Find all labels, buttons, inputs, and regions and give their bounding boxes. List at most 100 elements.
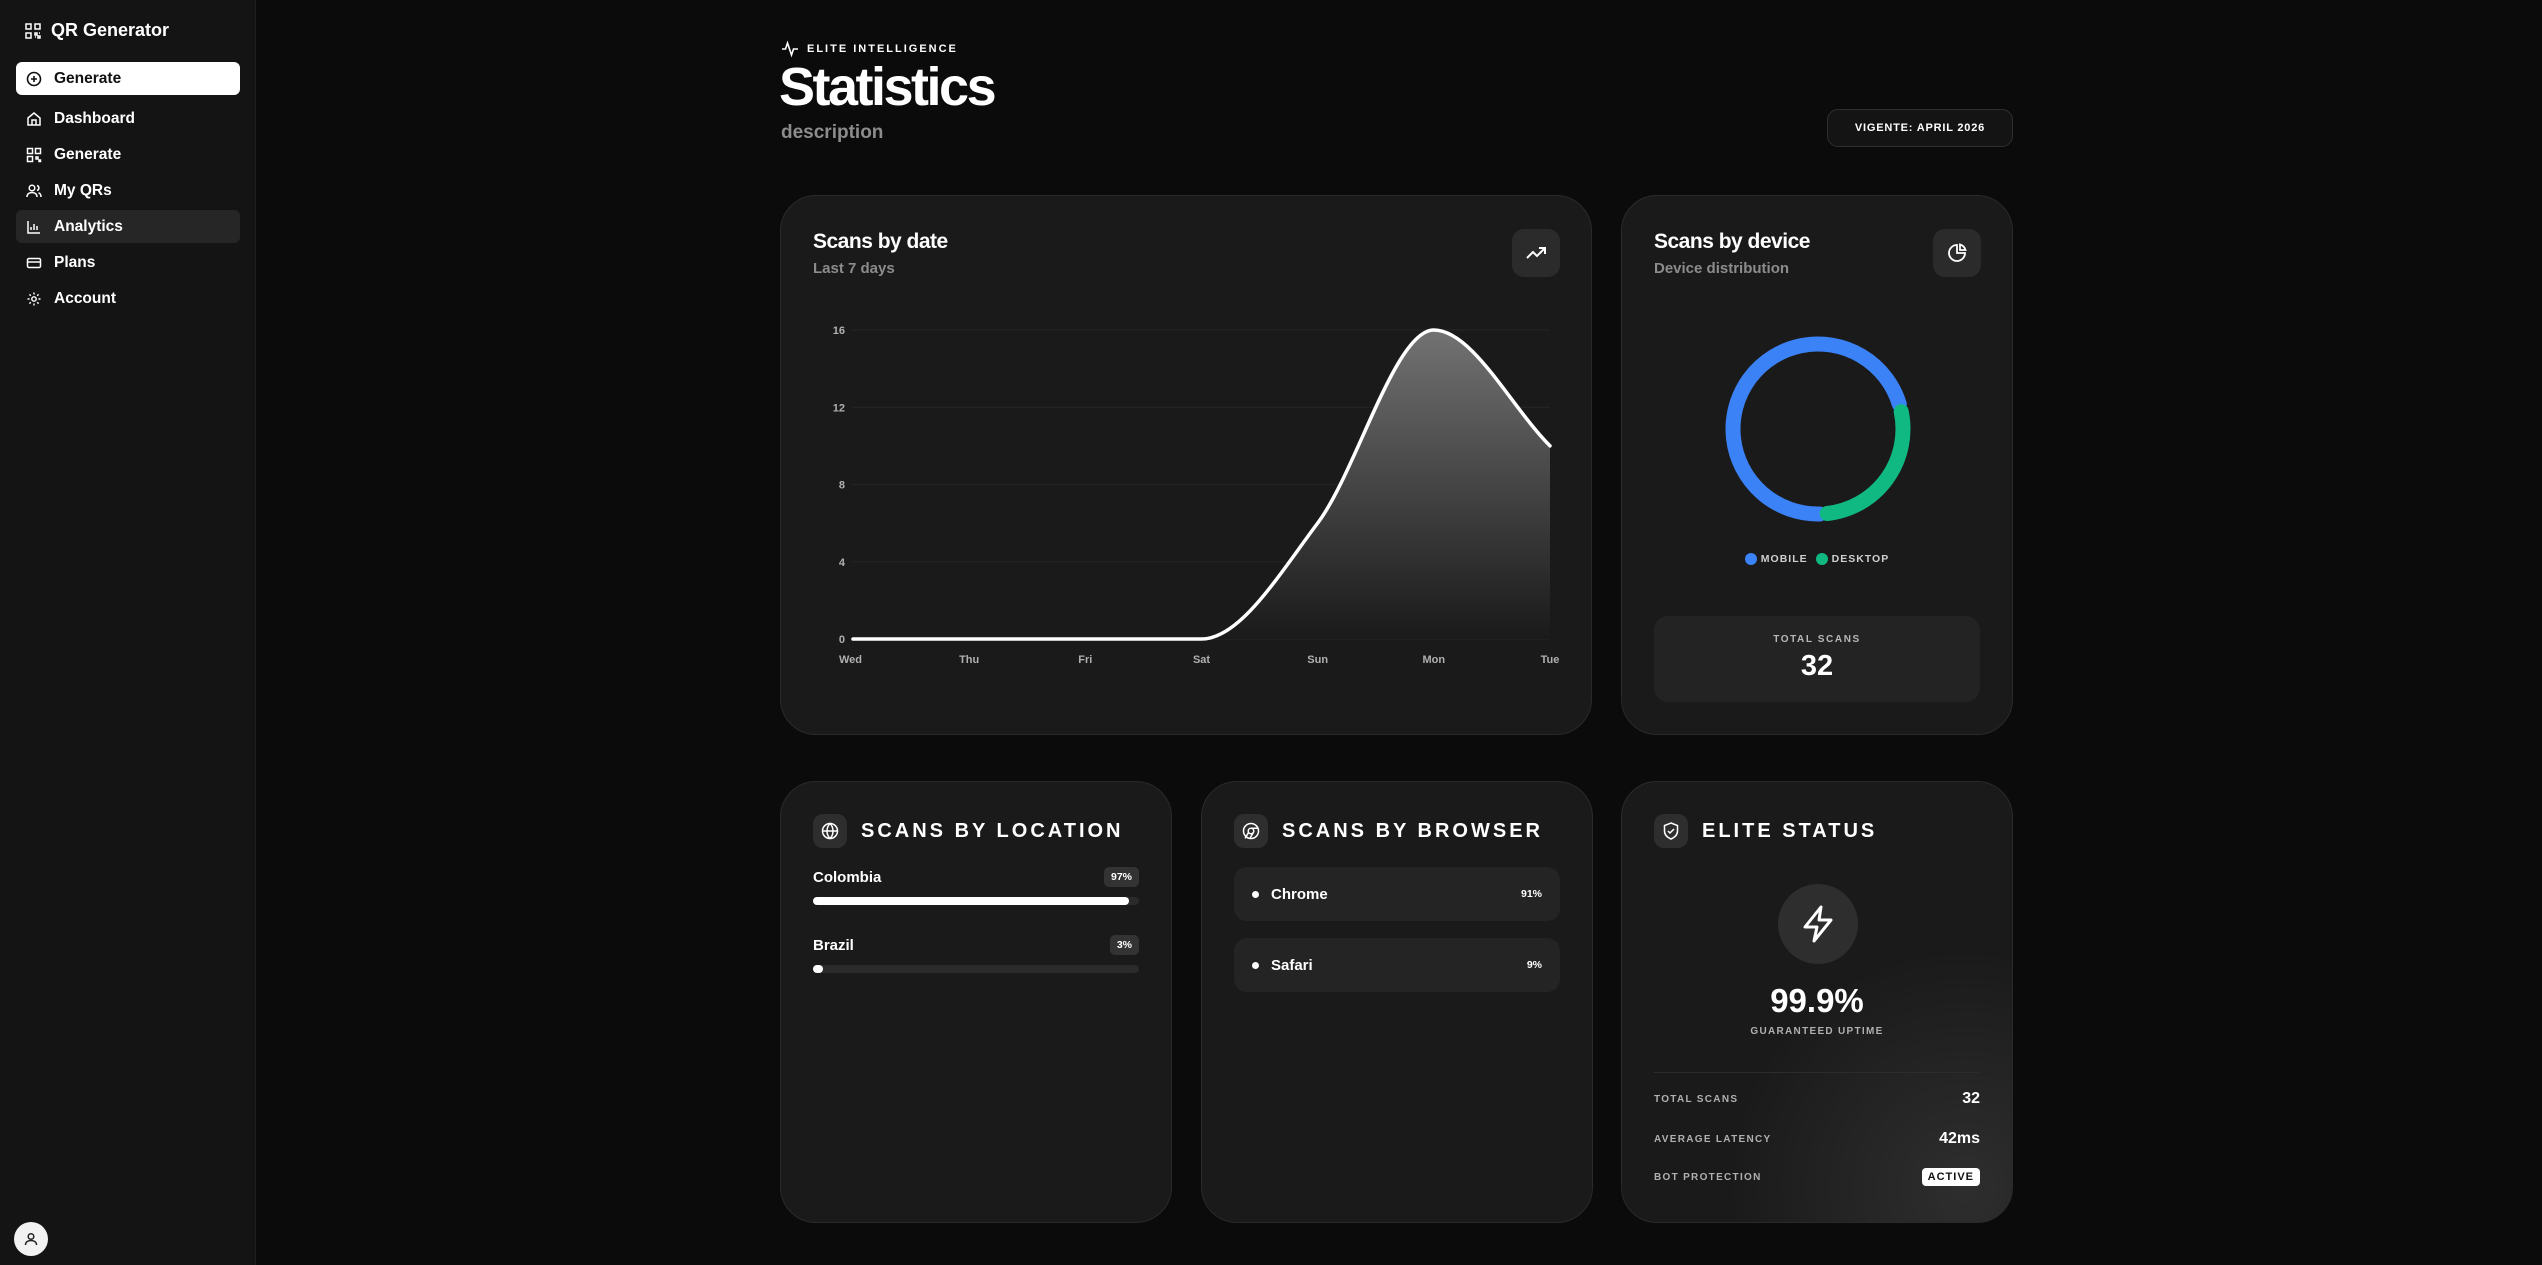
y-tick-label: 4 [839, 557, 846, 569]
location-item-colombia: Colombia 97% [813, 867, 1139, 905]
y-tick-label: 0 [839, 634, 845, 646]
qr-icon [26, 147, 42, 162]
period-badge[interactable]: VIGENTE: APRIL 2026 [1827, 109, 2013, 147]
scans-by-device-title: Scans by device [1654, 230, 1810, 253]
stat-label: TOTAL SCANS [1654, 1093, 1739, 1105]
scans-by-device-subtitle: Device distribution [1654, 260, 1790, 277]
sidebar-item-label: Dashboard [54, 109, 135, 127]
y-tick-label: 12 [833, 402, 845, 414]
generate-primary-label: Generate [54, 69, 122, 87]
total-scans-value: 32 [1800, 650, 1834, 682]
location-percent-badge: 3% [1109, 935, 1139, 955]
sidebar-item-label: Analytics [54, 217, 123, 235]
qr-logo-icon [25, 22, 41, 39]
x-tick-label: Sat [1193, 654, 1210, 666]
activity-icon [782, 40, 798, 58]
bullet-dot [1252, 961, 1259, 969]
sidebar-item-label: Plans [54, 253, 96, 271]
scans-by-browser-card: SCANS BY BROWSER Chrome 91% Safari 9% [1201, 781, 1593, 1223]
location-bar-fill [813, 965, 823, 973]
uptime-label: GUARANTEED UPTIME [1750, 1026, 1884, 1037]
total-scans-label: TOTAL SCANS [1773, 634, 1861, 645]
location-name: Colombia [813, 868, 882, 886]
desktop-legend-dot [1815, 553, 1828, 565]
browser-name: Chrome [1271, 885, 1328, 903]
stat-label: AVERAGE LATENCY [1654, 1133, 1772, 1145]
bullet-dot [1252, 890, 1259, 898]
y-tick-label: 16 [833, 325, 845, 337]
trend-toggle-button[interactable] [1512, 229, 1560, 277]
donut-segment-mobile[interactable] [1725, 336, 1907, 522]
page-eyebrow: ELITE INTELLIGENCE [781, 40, 958, 58]
user-icon [24, 1232, 38, 1246]
credit-card-icon [26, 257, 42, 268]
user-avatar-button[interactable] [14, 1222, 48, 1256]
elite-status-header: ELITE STATUS [1654, 814, 1877, 848]
browser-item-chrome: Chrome 91% [1234, 867, 1560, 921]
sidebar-item-dashboard[interactable]: Dashboard [16, 102, 240, 135]
scans-by-date-card: Scans by date Last 7 days 0 4 8 12 16 Wed Thu… [780, 195, 1592, 735]
browser-item-safari: Safari 9% [1234, 938, 1560, 992]
lightning-bolt-icon [1803, 905, 1833, 943]
stat-value: 42ms [1939, 1130, 1980, 1147]
donut-segment-desktop[interactable] [1819, 404, 1911, 522]
location-name: Brazil [813, 936, 854, 954]
sidebar-item-label: Account [54, 289, 116, 307]
sidebar-nav: Generate Dashboard Generate My QRs Analy… [16, 62, 240, 318]
status-badge: ACTIVE [1921, 1168, 1980, 1186]
device-legend: MOBILE DESKTOP [1622, 553, 2012, 565]
x-tick-label: Sun [1307, 654, 1328, 666]
brand[interactable]: QR Generator [25, 20, 169, 41]
scans-by-location-card: SCANS BY LOCATION Colombia 97% Brazil 3% [780, 781, 1172, 1223]
bolt-badge [1778, 884, 1858, 964]
uptime-value: 99.9% [1770, 982, 1864, 1019]
location-bar-fill [813, 897, 1130, 905]
browser-percent: 91% [1520, 888, 1542, 900]
elite-status-title: ELITE STATUS [1702, 819, 1878, 842]
scans-by-location-header: SCANS BY LOCATION [813, 814, 1124, 848]
y-tick-label: 8 [839, 480, 845, 492]
scans-by-location-title: SCANS BY LOCATION [861, 819, 1124, 842]
brand-name: QR Generator [51, 20, 170, 40]
sidebar-item-my-qrs[interactable]: My QRs [16, 174, 240, 207]
chrome-icon [1234, 814, 1268, 848]
sidebar-item-generate[interactable]: Generate [16, 138, 240, 171]
browser-name: Safari [1271, 956, 1313, 974]
sidebar: QR Generator Generate Dashboard Generate… [0, 0, 256, 1265]
sidebar-item-plans[interactable]: Plans [16, 246, 240, 279]
bar-chart-icon [27, 220, 40, 234]
generate-primary-button[interactable]: Generate [16, 62, 240, 95]
x-tick-label: Tue [1541, 654, 1560, 666]
sidebar-item-account[interactable]: Account [16, 282, 240, 315]
x-tick-label: Thu [959, 654, 979, 666]
scans-by-date-chart: 0 4 8 12 16 Wed Thu Fri Sat Sun Mon Tue [833, 325, 1560, 666]
total-scans-box: TOTAL SCANS 32 [1654, 616, 1980, 702]
sidebar-item-label: My QRs [54, 181, 112, 199]
scans-by-date-subtitle: Last 7 days [813, 260, 895, 277]
stats-divider [1654, 1072, 1980, 1073]
x-tick-label: Fri [1078, 654, 1092, 666]
page-title: Statistics [779, 57, 997, 117]
sidebar-item-label: Generate [54, 145, 122, 163]
pie-toggle-button[interactable] [1933, 229, 1981, 277]
eyebrow-text: ELITE INTELLIGENCE [807, 43, 958, 55]
legend-label-mobile: MOBILE [1760, 553, 1808, 565]
stat-value: 32 [1962, 1090, 1980, 1107]
sidebar-item-analytics[interactable]: Analytics [16, 210, 240, 243]
stat-row-total-scans: TOTAL SCANS 32 [1654, 1090, 1980, 1108]
legend-label-desktop: DESKTOP [1831, 553, 1890, 565]
series-line [851, 328, 1552, 641]
trending-up-icon [1526, 247, 1546, 259]
home-icon [27, 111, 41, 126]
location-item-brazil: Brazil 3% [813, 935, 1139, 973]
stat-label: BOT PROTECTION [1654, 1171, 1762, 1183]
gear-icon [27, 292, 41, 305]
users-icon [26, 183, 42, 197]
x-tick-label: Mon [1423, 654, 1446, 666]
x-tick-label: Wed [839, 654, 862, 666]
scans-by-date-title: Scans by date [813, 230, 948, 253]
location-bar-track [813, 965, 1139, 973]
globe-icon [813, 814, 847, 848]
shield-check-icon [1654, 814, 1688, 848]
